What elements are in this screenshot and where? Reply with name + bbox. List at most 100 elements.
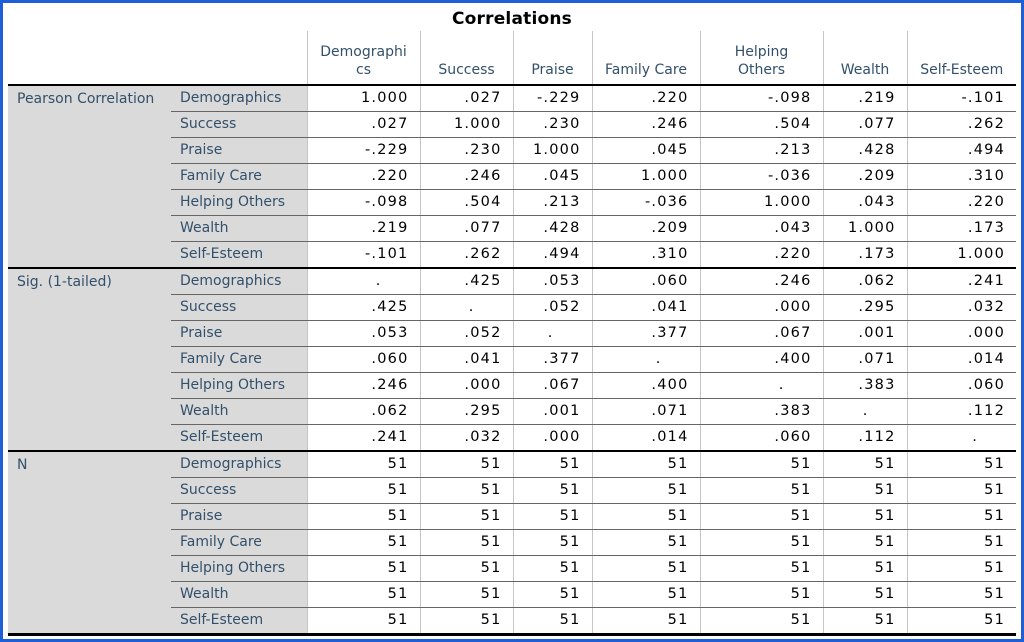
value-cell: .494	[906, 137, 1016, 164]
value-cell: .494	[512, 241, 592, 269]
value-cell: .071	[591, 398, 700, 425]
value-cell: 51	[822, 581, 907, 608]
value-cell: .032	[906, 294, 1016, 321]
row-label: Self-Esteem	[171, 424, 307, 452]
table-header: Demographics Success Praise Family Care Help…	[8, 31, 1016, 86]
value-cell: 51	[512, 607, 592, 636]
value-cell: .027	[306, 111, 420, 138]
value-cell: 1.000	[906, 241, 1016, 269]
value-cell: .000	[906, 320, 1016, 347]
value-cell: 51	[699, 555, 823, 582]
value-cell: 51	[822, 503, 907, 530]
value-cell: 1.000	[822, 215, 907, 242]
table-row: Sig. (1-tailed) Demographics. .425.053.060…	[8, 268, 1016, 452]
value-cell: 51	[822, 555, 907, 582]
value-cell: .219	[822, 85, 907, 112]
value-cell: 51	[306, 451, 420, 478]
value-cell: .295	[419, 398, 513, 425]
value-cell: .	[512, 320, 592, 347]
value-cell: .014	[591, 424, 700, 452]
row-label: Helping Others	[171, 555, 307, 582]
value-cell: 51	[822, 451, 907, 478]
value-cell: 1.000	[699, 189, 823, 216]
value-cell: 51	[419, 529, 513, 556]
value-cell: 51	[906, 581, 1016, 608]
value-cell: 51	[419, 555, 513, 582]
value-cell: .067	[699, 320, 823, 347]
value-cell: 51	[906, 451, 1016, 478]
value-cell: 51	[822, 607, 907, 636]
value-cell: .041	[591, 294, 700, 321]
value-cell: 51	[419, 503, 513, 530]
value-cell: .067	[512, 372, 592, 399]
value-cell: 51	[591, 477, 700, 504]
table-row: Wealth .062.295.001.071.383. .112	[8, 398, 1016, 425]
value-cell: .262	[419, 241, 513, 269]
value-cell: .	[906, 424, 1016, 452]
correlations-table: Demographics Success Praise Family Care Help…	[8, 31, 1016, 636]
value-cell: .246	[699, 268, 823, 295]
table-row: Success .425. .052.041.000.295.032	[8, 294, 1016, 321]
stub-spacer	[8, 31, 307, 86]
row-label: Demographics	[171, 85, 307, 112]
row-label: Wealth	[171, 581, 307, 608]
value-cell: 51	[906, 477, 1016, 504]
value-cell: .220	[906, 189, 1016, 216]
section-label: Pearson Correlation	[8, 85, 171, 269]
value-cell: 51	[699, 529, 823, 556]
section-label: N	[8, 451, 171, 636]
table-row: Wealth 51 51 51 51 51 51 51	[8, 581, 1016, 608]
value-cell: .043	[822, 189, 907, 216]
value-cell: .112	[822, 424, 907, 452]
value-cell: .377	[512, 346, 592, 373]
value-cell: .400	[699, 346, 823, 373]
value-cell: .052	[512, 294, 592, 321]
value-cell: 1.000	[512, 137, 592, 164]
value-cell: .246	[591, 111, 700, 138]
value-cell: 51	[306, 607, 420, 636]
value-cell: .032	[419, 424, 513, 452]
table-row: Family Care 51 51 51 51 51 51 51	[8, 529, 1016, 556]
table-row: Praise 51 51 51 51 51 51 51	[8, 503, 1016, 530]
value-cell: .219	[306, 215, 420, 242]
value-cell: 51	[591, 555, 700, 582]
value-cell: .425	[419, 268, 513, 295]
value-cell: .053	[306, 320, 420, 347]
value-cell: 51	[419, 581, 513, 608]
value-cell: .295	[822, 294, 907, 321]
value-cell: .209	[591, 215, 700, 242]
value-cell: .220	[699, 241, 823, 269]
table-row: Helping Others -.098.504.213 -.036 1.000.04…	[8, 189, 1016, 216]
value-cell: .027	[419, 85, 513, 112]
value-cell: .173	[822, 241, 907, 269]
value-cell: .000	[699, 294, 823, 321]
column-header: Success	[419, 31, 513, 86]
value-cell: 51	[591, 529, 700, 556]
table-body: Pearson Correlation Demographics 1.000 .027…	[8, 85, 1016, 636]
table-row: Family Care .220.246.045 1.000 -.036.209.31…	[8, 163, 1016, 190]
value-cell: -.098	[306, 189, 420, 216]
value-cell: .383	[822, 372, 907, 399]
table-row: Self-Esteem .241.032.000.014.060.112.	[8, 424, 1016, 452]
value-cell: 51	[306, 581, 420, 608]
value-cell: 51	[591, 451, 700, 478]
correlations-pivot-table[interactable]: Correlations Demographics Success Praise Fa…	[7, 6, 1017, 636]
value-cell: 51	[699, 607, 823, 636]
value-cell: .220	[591, 85, 700, 112]
table-row: N Demographics 51 51 51 51 51 51 51	[8, 451, 1016, 636]
row-label: Praise	[171, 320, 307, 347]
value-cell: -.101	[306, 241, 420, 269]
row-label: Helping Others	[171, 372, 307, 399]
value-cell: 51	[512, 503, 592, 530]
value-cell: .230	[419, 137, 513, 164]
value-cell: 51	[591, 581, 700, 608]
value-cell: .246	[419, 163, 513, 190]
row-label: Demographics	[171, 268, 307, 295]
value-cell: 51	[306, 555, 420, 582]
row-label: Helping Others	[171, 189, 307, 216]
table-row: Wealth .219.077.428.209.043 1.000.173	[8, 215, 1016, 242]
value-cell: 51	[419, 607, 513, 636]
value-cell: 51	[906, 555, 1016, 582]
row-label: Family Care	[171, 163, 307, 190]
